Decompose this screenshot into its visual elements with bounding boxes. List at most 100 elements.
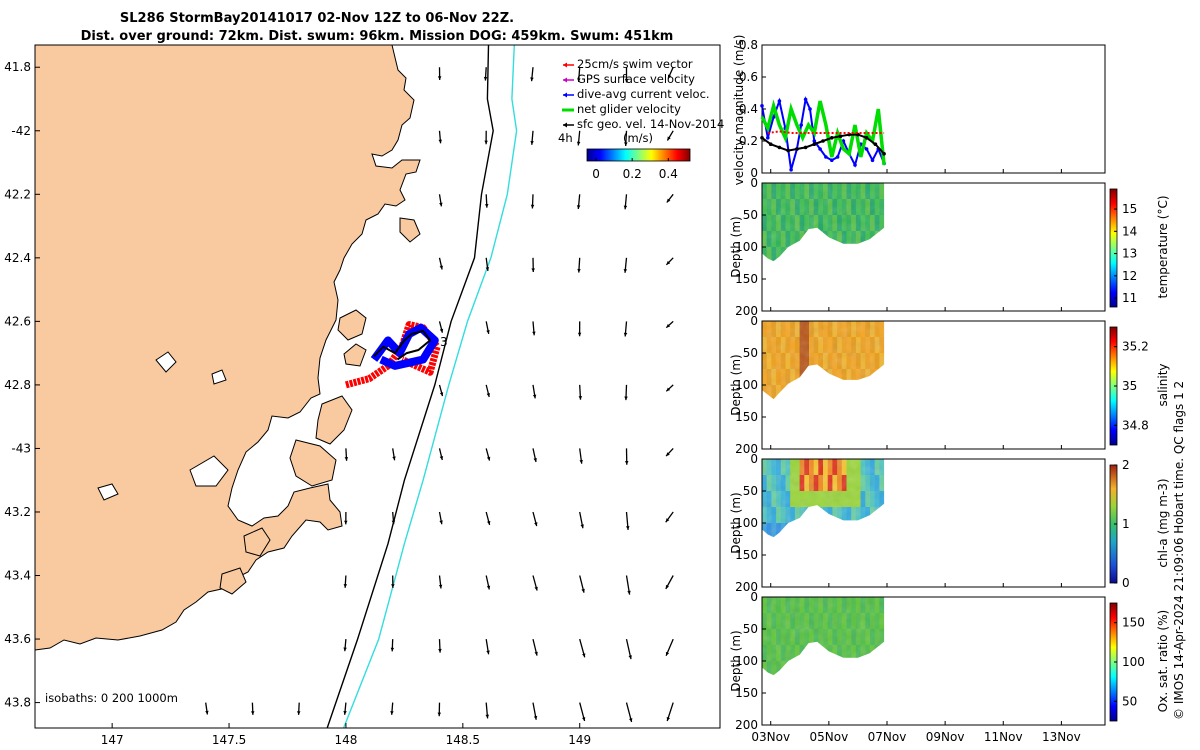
section-ytick-label: 100 [735,240,758,254]
velocity-point [830,158,834,162]
bruny-island-north [243,527,271,557]
velocity-point [835,155,840,159]
geo-vector [625,511,630,530]
colorbar-units: (m/s) [623,131,653,145]
velocity-point [760,104,764,108]
velocity-ytick-label: 0.4 [739,102,758,116]
map-xtick-label: 148.5 [446,733,480,747]
velocity-ytick-label: 0.6 [739,70,758,84]
maria-island-south [343,343,367,367]
section-cb-label: Ox. sat. ratio (%) [1156,610,1170,712]
derwent-estuary [189,455,229,487]
section-ylabel: Depth (m) [729,354,743,415]
map-ytick-label: -42 [11,124,31,138]
velocity-point [838,134,843,138]
speed-cb-tick-label: 0 [592,167,600,181]
section-ylabel: Depth (m) [729,216,743,277]
map-ytick-label: 42.6 [4,314,31,328]
geo-vector [665,638,674,657]
velocity-point [818,147,822,151]
section-ytick-label: 50 [743,208,758,222]
maria-island [337,309,367,341]
geo-vector [484,130,488,145]
section-ytick-label: 50 [743,484,758,498]
section-ytick-label: 100 [735,516,758,530]
velocity-point [768,142,773,146]
section-ytick-label: 150 [735,410,758,424]
isobath-label: isobaths: 0 200 1000m [45,691,178,705]
geo-vector [665,511,674,523]
map-ytick-label: 43.4 [4,569,31,583]
geo-vector [390,702,394,715]
time-tick-label: 05Nov [810,730,849,744]
speed-cb-tick-label: 0.2 [623,167,642,181]
interval-label: 4h [558,131,573,145]
section-ytick-label: 0 [750,452,758,466]
imos-credit: © IMOS 14-Apr-2024 21:09:06 Hobart time.… [1172,381,1186,720]
velocity-point [812,139,817,143]
legend-geo: sfc geo. vel. 14-Nov-2014 [563,117,724,131]
section-ytick-label: 150 [735,686,758,700]
section-cb-tick-label: 100 [1122,655,1145,669]
chla-section: 0 50 100 150 200 Depth (m) 0 1 2 chl-a (mg m-3) [729,452,1170,594]
geo-vector [438,257,443,270]
geo-vector [625,575,631,595]
geo-vector [665,575,674,590]
velocity-ylabel: velocity magnitude (m/s) [732,35,746,186]
geo-vector [532,702,538,720]
geo-vector [624,130,628,147]
isobath-1000 [342,45,518,728]
geo-vector [665,447,674,457]
geo-vector [485,194,489,208]
temperature-section: 0 50 100 150 200 Depth (m) 11 12 13 14 15 temperatu… [729,176,1170,318]
section-ytick-label: 0 [750,590,758,604]
geo-vector [532,321,536,336]
geo-vector [391,511,396,525]
section-cb-tick-label: 1 [1122,517,1130,531]
section-ytick-label: 0 [750,176,758,190]
geo-vector [530,194,535,209]
geo-vector [579,575,585,593]
geo-vector [625,638,632,660]
map-ytick-label: 42.8 [4,378,31,392]
velocity-point [803,145,808,150]
geo-vector [485,384,490,398]
legend-dive-label: dive-avg current veloc. [577,87,710,101]
isobath-200 [326,45,494,728]
geo-vector [485,575,491,590]
section-ytick-label: 50 [743,622,758,636]
velocity-point [777,99,782,103]
geo-vector [577,257,581,273]
geo-vector [485,448,491,461]
geo-vector [343,575,348,588]
geo-vector [665,320,674,329]
velocity-ytick-label: 0.8 [739,38,758,52]
geo-vector [625,448,629,465]
geo-vector [438,511,443,525]
geo-vector [483,67,488,81]
section-ytick-label: 100 [735,378,758,392]
velocity-point [799,123,803,127]
map-ytick-label: 43.8 [4,696,31,710]
velocity-series [760,96,886,172]
geo-vector [579,638,586,658]
speed-colorbar-ticks: 0 0.2 0.4 [592,158,678,181]
inland-lake [155,351,177,373]
velocity-ytick-label: 0.2 [739,134,758,148]
time-tick-label: 13Nov [1042,730,1081,744]
section-cb-tick-label: 35.2 [1122,340,1149,354]
geo-vector [623,257,628,273]
schouten-island [399,217,421,243]
section-data [762,321,885,400]
geo-vector [438,130,442,144]
geo-vector [438,639,442,653]
geo-vector [391,575,395,588]
geo-velocity-vectors [205,66,674,723]
geo-vector [438,384,444,397]
dive-avg-track [370,323,439,370]
section-colorbar [1109,188,1118,308]
velocity-series-line [767,130,885,134]
map-ytick-label: -43 [11,441,31,455]
geo-vector [579,702,586,722]
